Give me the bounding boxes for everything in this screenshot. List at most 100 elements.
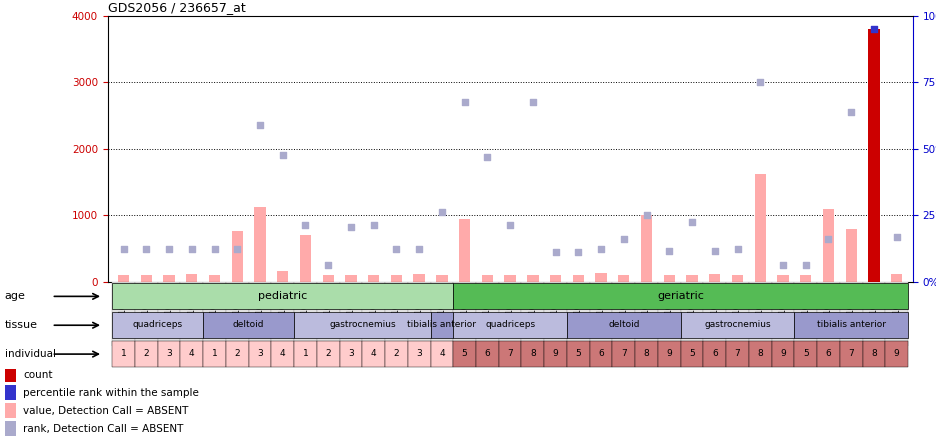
Bar [277, 271, 288, 282]
Point [571, 249, 586, 256]
Bar [112, 283, 453, 309]
Point [321, 262, 336, 269]
Bar [680, 341, 703, 367]
Bar [891, 274, 902, 282]
Text: GSM105136: GSM105136 [551, 284, 560, 330]
Text: 4: 4 [189, 349, 195, 358]
Text: age: age [5, 291, 25, 301]
Bar [703, 341, 726, 367]
Bar [567, 282, 590, 346]
Bar [703, 282, 726, 346]
Bar [414, 274, 425, 282]
Text: 5: 5 [461, 349, 467, 358]
Bar [732, 275, 743, 282]
Bar [771, 282, 795, 346]
Bar [271, 282, 294, 346]
Bar [226, 282, 249, 346]
Text: GSM105120: GSM105120 [688, 284, 696, 330]
Bar [840, 282, 863, 346]
Bar [680, 282, 703, 346]
Bar [203, 282, 226, 346]
Point [548, 249, 563, 256]
Text: count: count [23, 369, 53, 380]
Text: 3: 3 [167, 349, 172, 358]
Text: pediatric: pediatric [258, 291, 307, 301]
Text: GSM105106: GSM105106 [301, 284, 310, 330]
Text: 3: 3 [417, 349, 422, 358]
Bar [368, 275, 379, 282]
Point [503, 222, 518, 229]
Bar [664, 275, 675, 282]
Text: 2: 2 [394, 349, 400, 358]
Bar [385, 282, 408, 346]
Point [525, 99, 540, 106]
Text: 4: 4 [439, 349, 445, 358]
Point [298, 222, 313, 229]
Bar [5, 385, 17, 400]
Bar [476, 341, 499, 367]
Point [708, 247, 723, 254]
Bar [771, 341, 795, 367]
Point [344, 224, 358, 231]
Text: 1: 1 [302, 349, 308, 358]
Point [275, 152, 290, 159]
Point [412, 245, 427, 252]
Bar [499, 341, 521, 367]
Bar [544, 282, 567, 346]
Text: GSM105129: GSM105129 [620, 284, 628, 330]
Text: 9: 9 [553, 349, 559, 358]
Bar [294, 341, 317, 367]
Bar [505, 275, 516, 282]
Bar [203, 312, 294, 338]
Text: GSM105105: GSM105105 [210, 284, 219, 330]
Bar [453, 283, 908, 309]
Bar [885, 282, 908, 346]
Bar [5, 367, 17, 382]
Text: 9: 9 [666, 349, 672, 358]
Text: GSM105116: GSM105116 [187, 284, 197, 330]
Point [662, 247, 677, 254]
Point [593, 245, 608, 252]
Point [867, 25, 882, 32]
Bar [135, 282, 157, 346]
Text: 9: 9 [894, 349, 899, 358]
Text: gastrocnemius: gastrocnemius [329, 320, 396, 329]
Text: rank, Detection Call = ABSENT: rank, Detection Call = ABSENT [23, 424, 183, 434]
Bar [112, 312, 203, 338]
Bar [590, 282, 612, 346]
Text: 3: 3 [348, 349, 354, 358]
Bar [5, 421, 17, 436]
Bar [345, 275, 357, 282]
Point [776, 262, 791, 269]
Point [616, 235, 631, 242]
Text: 2: 2 [234, 349, 240, 358]
Bar [249, 341, 271, 367]
Text: 6: 6 [712, 349, 718, 358]
Text: GSM105126: GSM105126 [596, 284, 606, 330]
Bar [612, 282, 636, 346]
Bar [636, 282, 658, 346]
Text: individual: individual [5, 349, 55, 359]
Point [229, 245, 244, 252]
Point [889, 233, 904, 240]
Text: GSM105131: GSM105131 [642, 284, 651, 330]
Bar [157, 341, 181, 367]
Text: 2: 2 [143, 349, 149, 358]
Point [207, 245, 222, 252]
Text: 7: 7 [848, 349, 854, 358]
Text: 1: 1 [121, 349, 126, 358]
Text: GSM105128: GSM105128 [847, 284, 856, 330]
Text: 2: 2 [326, 349, 331, 358]
Text: GSM105113: GSM105113 [165, 284, 173, 330]
Text: quadriceps: quadriceps [485, 320, 535, 329]
Bar [476, 282, 499, 346]
Bar [482, 275, 493, 282]
Bar [499, 282, 521, 346]
Text: GSM105119: GSM105119 [461, 284, 469, 330]
Text: GSM105125: GSM105125 [710, 284, 719, 330]
Bar [521, 341, 544, 367]
Bar [140, 274, 152, 282]
Bar [795, 341, 817, 367]
Bar [181, 282, 203, 346]
Point [730, 245, 745, 252]
